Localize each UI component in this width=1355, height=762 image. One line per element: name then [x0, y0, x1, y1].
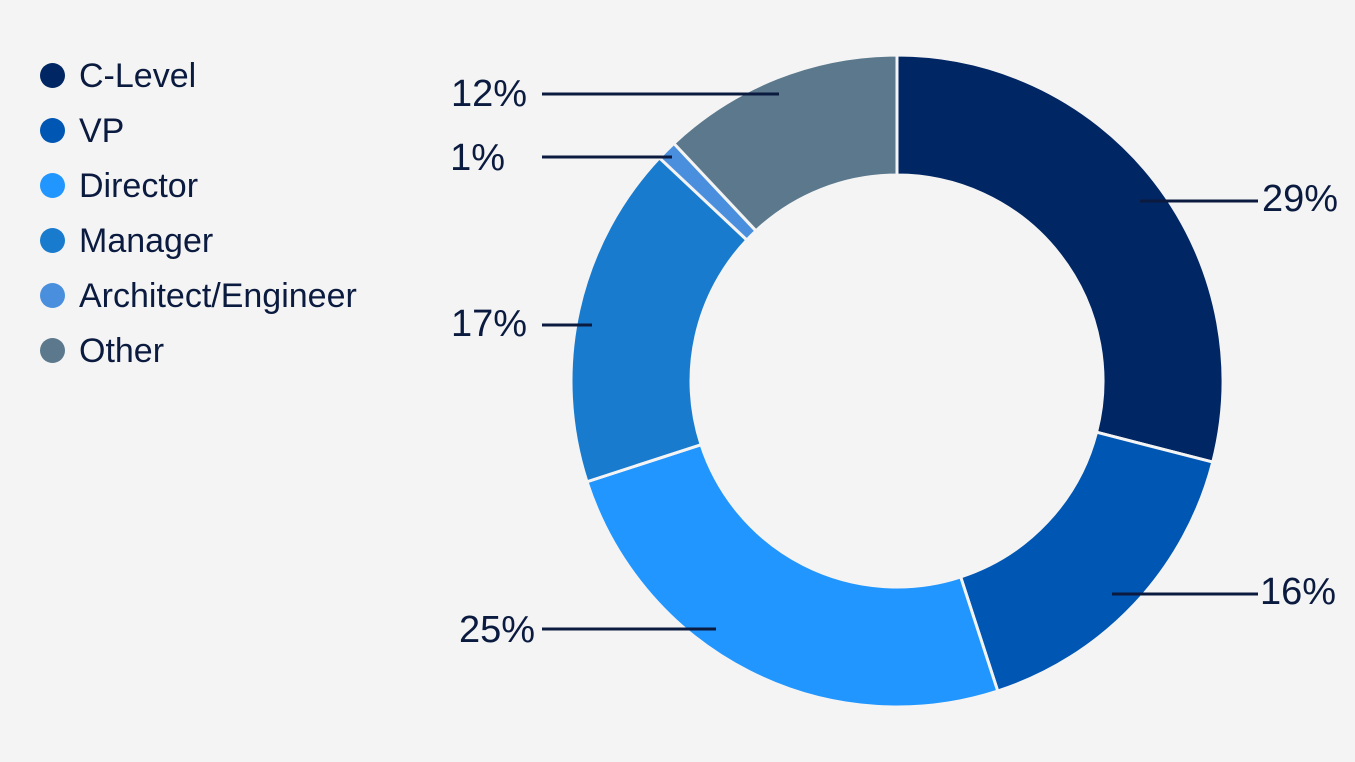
percent-label: 1% [450, 137, 505, 179]
donut-slice-director [585, 442, 1000, 709]
legend-label: Director [79, 166, 199, 205]
legend-label: VP [79, 111, 125, 150]
legend-item-c-level: C-Level [40, 48, 357, 103]
legend-item-other: Other [40, 323, 357, 378]
legend-item-architect-engineer: Architect/Engineer [40, 268, 357, 323]
legend-item-vp: VP [40, 103, 357, 158]
legend-label: Manager [79, 221, 214, 260]
percent-label: 17% [451, 303, 527, 345]
legend-label: Architect/Engineer [79, 276, 357, 315]
percent-label: 29% [1262, 178, 1338, 220]
donut-slices [569, 53, 1225, 709]
legend-swatch [40, 118, 65, 143]
percent-label: 25% [459, 609, 535, 651]
percent-label: 12% [451, 73, 527, 115]
legend-swatch [40, 283, 65, 308]
donut-slice-c-level [895, 53, 1225, 464]
legend-label: C-Level [79, 56, 197, 95]
legend-swatch [40, 173, 65, 198]
legend-swatch [40, 228, 65, 253]
donut-slice-vp [958, 430, 1215, 693]
legend-item-director: Director [40, 158, 357, 213]
legend-item-manager: Manager [40, 213, 357, 268]
legend-swatch [40, 338, 65, 363]
leader-lines [542, 92, 1258, 631]
percent-labels: 29% 16% 25% 17% 1% 12% [450, 73, 1338, 651]
donut-slice-other [671, 53, 899, 233]
chart-legend: C-Level VP Director Manager Architect/En… [40, 48, 357, 378]
legend-label: Other [79, 331, 165, 370]
donut-slice-manager [569, 155, 749, 484]
percent-label: 16% [1260, 571, 1336, 613]
legend-swatch [40, 63, 65, 88]
